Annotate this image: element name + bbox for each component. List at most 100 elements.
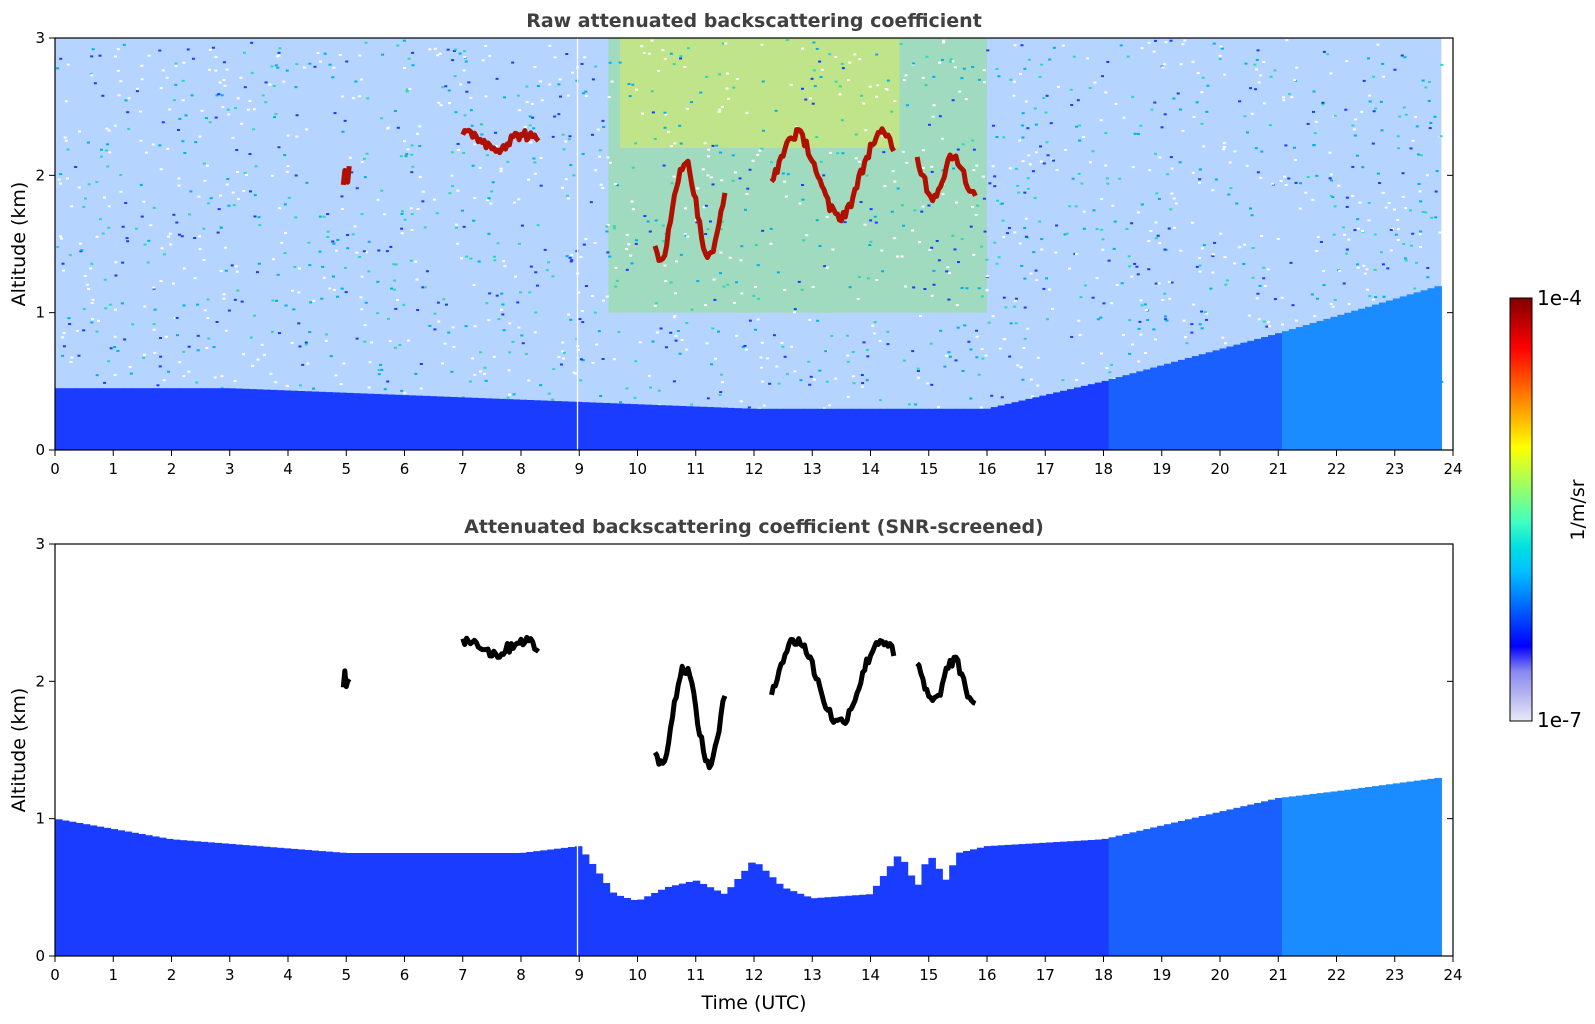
noise-speckle — [1102, 302, 1106, 305]
noise-speckle — [1304, 191, 1308, 194]
noise-speckle — [516, 94, 520, 97]
boundary-layer-column — [949, 408, 957, 450]
noise-speckle — [207, 68, 211, 71]
boundary-layer-column — [131, 388, 139, 450]
noise-speckle — [492, 355, 496, 358]
noise-speckle — [1157, 197, 1161, 200]
noise-speckle — [1426, 276, 1430, 279]
boundary-layer-column — [1365, 306, 1373, 450]
noise-speckle — [1371, 298, 1375, 301]
noise-speckle — [1081, 362, 1085, 365]
noise-speckle — [230, 264, 234, 267]
boundary-layer-column — [1143, 369, 1151, 450]
noise-speckle — [1418, 246, 1422, 249]
noise-speckle — [593, 311, 597, 314]
noise-speckle — [341, 207, 345, 210]
noise-speckle — [1163, 292, 1167, 295]
noise-speckle — [405, 90, 409, 93]
boundary-layer-column — [782, 408, 791, 450]
noise-speckle — [323, 52, 327, 55]
noise-speckle — [1148, 169, 1152, 172]
noise-speckle — [704, 233, 708, 236]
noise-speckle — [1095, 228, 1099, 231]
noise-speckle — [766, 357, 770, 360]
noise-speckle — [1106, 60, 1110, 63]
boundary-layer-column — [852, 408, 860, 450]
noise-speckle — [159, 355, 163, 358]
noise-speckle — [411, 64, 415, 67]
noise-speckle — [567, 313, 571, 316]
noise-speckle — [569, 318, 573, 321]
noise-speckle — [824, 350, 828, 353]
noise-speckle — [392, 263, 396, 266]
noise-speckle — [208, 48, 212, 51]
noise-speckle — [125, 237, 129, 240]
noise-speckle — [1012, 94, 1016, 97]
noise-speckle — [941, 169, 945, 172]
noise-speckle — [902, 359, 906, 362]
noise-speckle — [928, 248, 932, 251]
x-tick-label: 10 — [628, 966, 647, 984]
boundary-layer-column — [1060, 841, 1068, 956]
boundary-layer-column — [318, 851, 326, 956]
noise-speckle — [93, 82, 97, 85]
boundary-layer-column — [935, 408, 943, 450]
noise-speckle — [598, 149, 602, 152]
noise-speckle — [520, 334, 524, 337]
noise-speckle — [511, 340, 515, 343]
noise-speckle — [1190, 331, 1194, 334]
noise-speckle — [82, 307, 86, 310]
boundary-layer-column — [165, 838, 174, 956]
noise-speckle — [57, 178, 61, 181]
noise-speckle — [718, 73, 722, 76]
noise-speckle — [684, 234, 688, 237]
raw-panel-title: Raw attenuated backscattering coefficien… — [526, 10, 982, 32]
noise-speckle — [1131, 343, 1135, 346]
noise-speckle — [951, 234, 955, 237]
boundary-layer-column — [789, 408, 798, 450]
noise-speckle — [225, 183, 229, 186]
noise-speckle — [532, 127, 536, 130]
noise-speckle — [333, 112, 337, 115]
noise-speckle — [291, 289, 295, 292]
noise-speckle — [674, 339, 678, 342]
boundary-layer-column — [595, 402, 604, 450]
noise-speckle — [365, 152, 369, 155]
noise-speckle — [651, 111, 655, 114]
noise-speckle — [594, 65, 598, 68]
noise-speckle — [61, 262, 65, 265]
noise-speckle — [360, 213, 364, 216]
noise-speckle — [331, 240, 335, 243]
noise-speckle — [156, 384, 160, 387]
noise-speckle — [223, 84, 227, 87]
noise-speckle — [213, 376, 217, 379]
noise-speckle — [492, 255, 496, 258]
noise-speckle — [501, 303, 505, 306]
x-tick-label: 21 — [1269, 460, 1288, 478]
noise-speckle — [690, 403, 694, 406]
noise-speckle — [174, 83, 178, 86]
noise-speckle — [421, 200, 425, 203]
noise-speckle — [139, 139, 143, 142]
noise-speckle — [579, 255, 583, 258]
boundary-layer-column — [990, 845, 999, 956]
boundary-layer-column — [1337, 790, 1345, 956]
noise-speckle — [517, 326, 521, 329]
noise-speckle — [298, 384, 302, 387]
noise-speckle — [175, 316, 179, 319]
noise-speckle — [178, 117, 182, 120]
boundary-layer-column — [1184, 357, 1193, 450]
noise-speckle — [1140, 304, 1144, 307]
noise-speckle — [831, 248, 835, 251]
boundary-layer-column — [179, 840, 188, 956]
noise-speckle — [774, 109, 778, 112]
boundary-layer-column — [359, 853, 368, 956]
y-tick-label: 2 — [35, 672, 45, 690]
noise-speckle — [566, 194, 570, 197]
boundary-layer-column — [796, 893, 805, 956]
x-tick-label: 0 — [50, 460, 60, 478]
noise-speckle — [939, 329, 943, 332]
noise-speckle — [1256, 292, 1260, 295]
noise-speckle — [1013, 299, 1017, 302]
noise-speckle — [1312, 144, 1316, 147]
